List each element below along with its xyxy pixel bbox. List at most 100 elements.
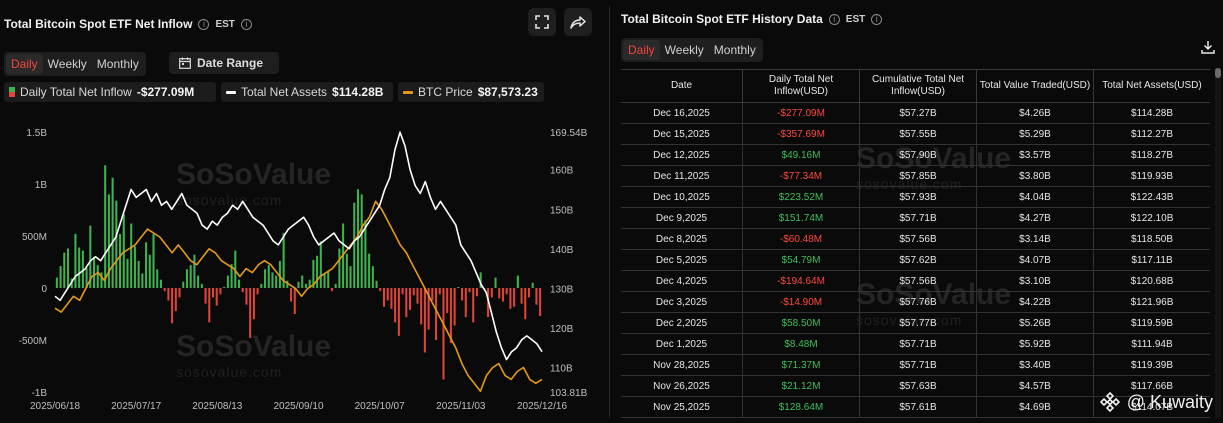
net-inflow-bar[interactable] — [260, 283, 263, 288]
net-inflow-bar[interactable] — [223, 286, 226, 288]
net-inflow-bar[interactable] — [204, 288, 207, 304]
net-inflow-bar[interactable] — [539, 288, 542, 317]
timezone-info-icon[interactable]: i — [240, 18, 252, 30]
net-inflow-bar[interactable] — [111, 177, 114, 288]
table-row[interactable]: Nov 25,2025 $128.64M $57.61B $4.69B $114.07B — [621, 396, 1210, 418]
share-button[interactable] — [564, 8, 592, 36]
net-inflow-bar[interactable] — [197, 275, 200, 288]
net-inflow-bar[interactable] — [89, 225, 92, 288]
net-inflow-bar[interactable] — [323, 273, 326, 288]
net-inflow-bar[interactable] — [494, 277, 497, 288]
net-inflow-bar[interactable] — [498, 288, 501, 299]
net-inflow-bar[interactable] — [479, 272, 482, 288]
net-inflow-bar[interactable] — [446, 288, 449, 313]
net-inflow-bar[interactable] — [152, 233, 155, 288]
col-value-traded[interactable]: Total Value Traded(USD) — [976, 69, 1094, 103]
net-assets-line[interactable] — [54, 131, 543, 361]
table-row[interactable]: Dec 8,2025 -$60.48M $57.56B $3.14B $118.50B — [621, 228, 1210, 250]
net-inflow-bar[interactable] — [189, 265, 192, 288]
net-inflow-bar[interactable] — [501, 288, 504, 302]
net-inflow-bar[interactable] — [327, 271, 330, 288]
net-inflow-bar[interactable] — [509, 288, 512, 309]
info-icon[interactable]: i — [198, 18, 210, 30]
net-inflow-bar[interactable] — [171, 288, 174, 324]
net-inflow-bar[interactable] — [219, 288, 222, 295]
legend-net-assets[interactable]: Total Net Assets $114.28B — [221, 82, 393, 102]
net-inflow-bar[interactable] — [513, 288, 516, 307]
net-inflow-bar[interactable] — [457, 286, 460, 288]
net-inflow-bar[interactable] — [472, 288, 475, 323]
table-row[interactable]: Dec 15,2025 -$357.69M $57.55B $5.29B $112.27… — [621, 123, 1210, 145]
btc-price-line[interactable] — [54, 200, 543, 393]
table-row[interactable]: Dec 16,2025 -$277.09M $57.27B $4.26B $114.28… — [621, 102, 1210, 124]
net-inflow-bar[interactable] — [308, 279, 311, 288]
net-inflow-bar[interactable] — [211, 288, 215, 298]
net-inflow-bar[interactable] — [394, 288, 397, 323]
net-inflow-bar[interactable] — [375, 280, 378, 288]
net-inflow-bar[interactable] — [438, 288, 441, 295]
net-inflow-bar[interactable] — [174, 288, 177, 311]
net-inflow-bar[interactable] — [137, 260, 140, 288]
table-row[interactable]: Nov 28,2025 $71.37M $57.71B $3.40B $119.39B — [621, 354, 1210, 376]
net-inflow-bar[interactable] — [145, 242, 148, 288]
net-inflow-bar[interactable] — [416, 288, 419, 304]
net-inflow-bar[interactable] — [360, 194, 363, 288]
net-inflow-bar[interactable] — [312, 259, 315, 288]
net-inflow-bar[interactable] — [364, 220, 367, 288]
net-inflow-bar[interactable] — [405, 288, 408, 318]
net-inflow-bar[interactable] — [453, 288, 456, 326]
net-inflow-bar[interactable] — [535, 288, 538, 305]
net-inflow-bar[interactable] — [126, 258, 129, 288]
table-row[interactable]: Nov 26,2025 $21.12M $57.63B $4.57B $117.66B — [621, 375, 1210, 397]
chart-period-daily[interactable]: Daily — [6, 54, 43, 74]
net-inflow-bar[interactable] — [215, 288, 218, 306]
net-inflow-bar[interactable] — [159, 279, 162, 288]
net-inflow-bar[interactable] — [271, 272, 274, 288]
net-inflow-bar[interactable] — [156, 269, 159, 288]
net-inflow-bar[interactable] — [148, 254, 151, 288]
net-inflow-bar[interactable] — [278, 260, 281, 288]
net-inflow-bar[interactable] — [185, 269, 188, 288]
net-inflow-bar[interactable] — [371, 266, 374, 288]
net-inflow-bar[interactable] — [286, 280, 289, 288]
table-row[interactable]: Dec 12,2025 $49.16M $57.90B $3.57B $118.27B — [621, 144, 1210, 166]
net-inflow-bar[interactable] — [431, 288, 434, 301]
net-inflow-bar[interactable] — [401, 288, 404, 295]
net-inflow-bar[interactable] — [93, 256, 96, 288]
table-info-icon[interactable]: i — [828, 13, 840, 25]
chart-period-weekly[interactable]: Weekly — [47, 57, 87, 71]
net-inflow-bar[interactable] — [334, 283, 337, 288]
table-period-daily[interactable]: Daily — [623, 40, 660, 60]
net-inflow-bar[interactable] — [163, 288, 166, 292]
col-daily-inflow[interactable]: Daily Total Net Inflow(USD) — [742, 69, 860, 103]
download-button[interactable] — [1201, 40, 1215, 59]
net-inflow-bar[interactable] — [475, 288, 478, 297]
scrollbar-thumb[interactable] — [1215, 68, 1221, 78]
net-inflow-bar[interactable] — [319, 241, 322, 288]
net-inflow-bar[interactable] — [178, 288, 181, 298]
net-inflow-bar[interactable] — [133, 246, 136, 288]
net-inflow-bar[interactable] — [122, 214, 125, 288]
table-timezone-info-icon[interactable]: i — [871, 13, 883, 25]
net-inflow-bar[interactable] — [241, 288, 244, 293]
net-inflow-bar[interactable] — [330, 288, 333, 292]
net-inflow-bar[interactable] — [193, 254, 196, 288]
col-date[interactable]: Date — [621, 69, 743, 103]
legend-btc-price[interactable]: BTC Price $87,573.23 — [398, 82, 544, 102]
net-inflow-bar[interactable] — [238, 279, 241, 288]
net-inflow-bar[interactable] — [353, 202, 356, 288]
net-inflow-bar[interactable] — [520, 288, 523, 304]
net-inflow-bar[interactable] — [345, 253, 348, 288]
net-inflow-bar[interactable] — [78, 247, 81, 288]
net-inflow-bar[interactable] — [527, 288, 531, 298]
chart-period-monthly[interactable]: Monthly — [96, 57, 139, 71]
net-inflow-bar[interactable] — [461, 288, 464, 301]
net-inflow-bar[interactable] — [245, 288, 248, 305]
net-inflow-bar[interactable] — [468, 288, 471, 293]
net-inflow-bar[interactable] — [282, 232, 285, 288]
net-inflow-bar[interactable] — [338, 248, 341, 288]
table-row[interactable]: Dec 3,2025 -$14.90M $57.76B $4.22B $121.96B — [621, 291, 1210, 313]
net-inflow-bar[interactable] — [382, 288, 386, 307]
net-inflow-bar[interactable] — [141, 273, 144, 288]
net-inflow-bar[interactable] — [505, 288, 508, 295]
